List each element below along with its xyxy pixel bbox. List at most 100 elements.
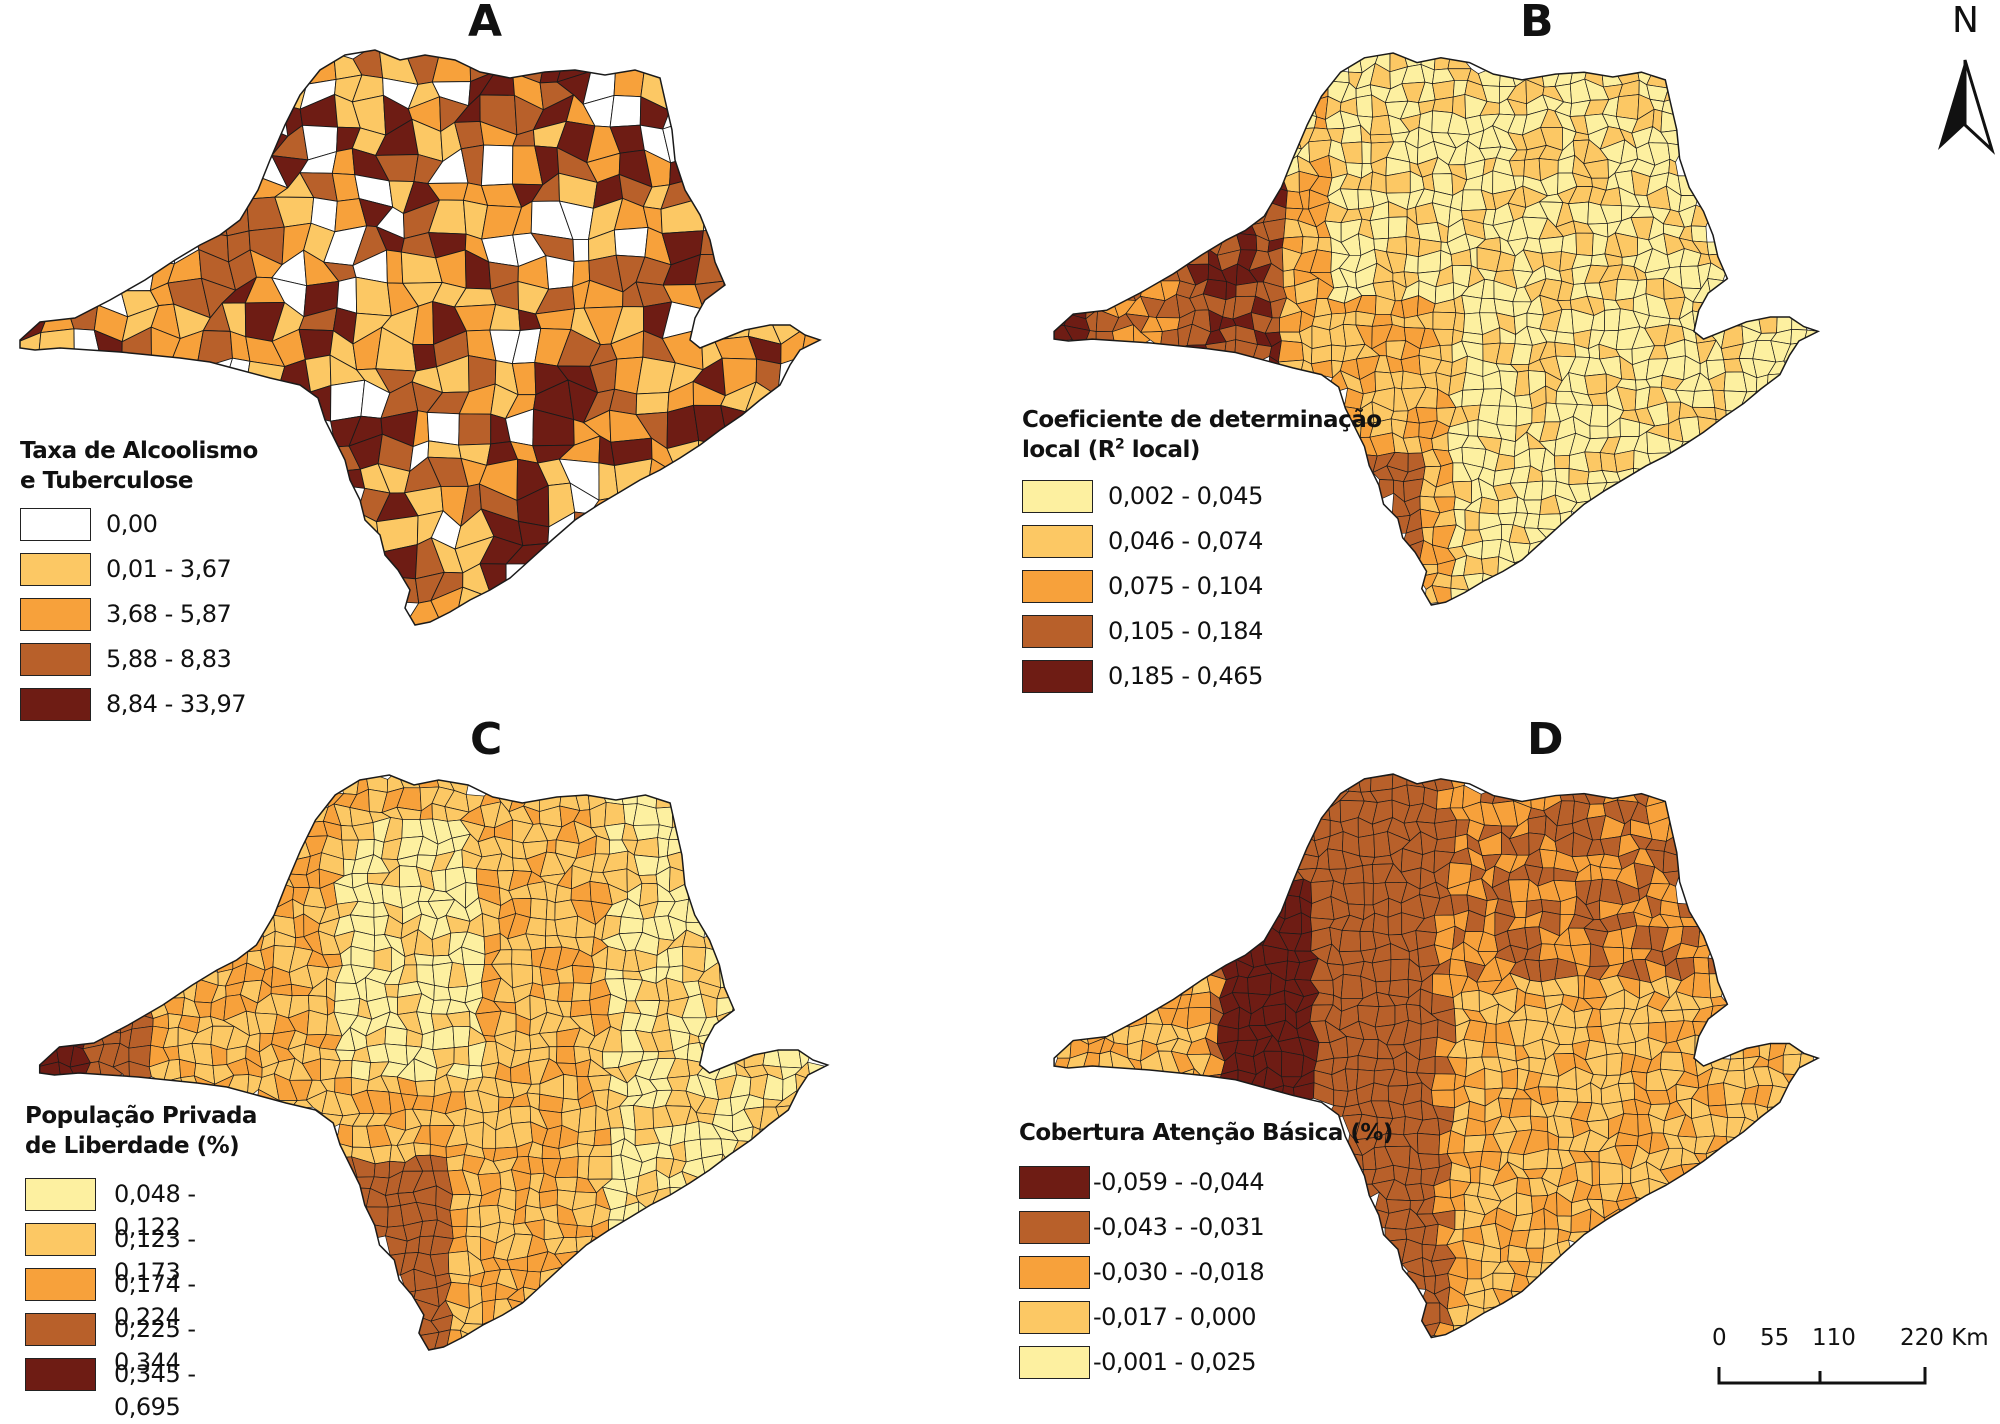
municipality [336,276,358,314]
municipality [128,1025,154,1049]
municipality [1693,434,1717,457]
legend-swatch [25,1223,96,1256]
legend-swatch [1022,615,1093,648]
municipality [1223,216,1237,238]
municipality [1461,294,1483,315]
municipality [638,874,658,885]
municipality [1143,264,1166,282]
scale-bar-graphic [1717,1367,1927,1385]
municipality [1403,254,1419,274]
legend-swatch [20,598,91,631]
legend-swatch [1022,480,1093,513]
municipality [1707,1082,1727,1107]
municipality [1561,232,1577,255]
municipality [453,1045,470,1066]
municipality [575,1225,594,1238]
municipality [1604,308,1621,332]
legend-label: 0,185 - 0,465 [1108,662,1263,690]
municipality [587,1155,613,1180]
legend-label: 0,048 - 0,122 [114,1180,196,1241]
municipality [685,898,707,923]
municipality [720,404,755,450]
municipality [298,328,334,361]
municipality [1479,388,1502,407]
municipality [666,946,684,968]
municipality [635,391,670,416]
state-border [1053,773,1821,1339]
municipality [605,945,627,972]
municipality [1464,509,1480,531]
municipality [330,379,366,422]
municipality [657,1050,676,1060]
scale-label: 110 [1812,1325,1856,1351]
legend-swatch [1019,1346,1090,1379]
municipality [1692,972,1712,999]
municipality [1363,882,1374,906]
municipality [615,50,646,71]
municipality [545,899,556,921]
municipality [1432,311,1457,330]
legend-title: Taxa de Alcoolismo e Tuberculose [20,436,258,496]
municipality [244,360,286,390]
municipality [1388,216,1408,239]
municipality [506,1298,532,1324]
legend-label: 8,84 - 33,97 [106,690,247,718]
municipality [465,1225,482,1238]
legend-swatch [1022,660,1093,693]
municipality [1660,110,1683,133]
municipality [1692,956,1710,975]
municipality [622,1201,640,1229]
municipality [1508,879,1530,903]
legend-item: 0,075 - 0,104 [1022,564,1382,609]
municipality [1434,819,1457,841]
municipality [613,458,653,498]
legend-label: -0,017 - 0,000 [1093,1303,1257,1331]
municipality [1708,973,1728,999]
legend-title-line: População Privada [25,1103,257,1129]
municipality [208,949,234,973]
legend-d: Cobertura Atenção Básica (%) -0,059 - -0… [1019,1118,1393,1385]
municipality [293,913,305,939]
municipality [1575,232,1594,257]
municipality [39,1061,62,1083]
municipality [1584,373,1607,396]
municipality [1144,987,1162,1010]
legend-item: 0,046 - 0,074 [1022,519,1382,564]
municipality [577,1155,590,1180]
municipality [795,1073,815,1096]
municipality [557,982,575,1002]
municipality [1355,310,1376,327]
legend-item: 0,01 - 3,67 [20,547,258,592]
municipality [511,949,533,967]
legend-item: 0,00 [20,502,258,547]
scale-label: 0 [1712,1325,1727,1351]
municipality [1556,1086,1579,1103]
municipality [554,915,579,939]
municipality [1465,1322,1486,1338]
municipality [669,157,705,186]
panel-letter-a: A [468,0,503,47]
municipality [1606,1052,1623,1076]
municipality [1357,1055,1378,1072]
municipality [1177,344,1193,363]
municipality [1467,419,1479,437]
municipality [1370,171,1387,194]
municipality [1054,1035,1072,1059]
scale-label: 55 [1760,1325,1790,1351]
municipality [335,1123,353,1148]
municipality [723,280,752,317]
municipality [696,439,730,473]
municipality [1725,410,1745,422]
municipality [527,1156,545,1175]
legend-title-line: Coeficiente de determinação [1022,407,1382,433]
municipality [1281,1050,1305,1078]
municipality [571,964,595,984]
legend-label: 0,00 [106,510,158,538]
municipality [633,1105,654,1131]
legend-item: 0,048 - 0,122 [25,1172,257,1241]
panel-letter-b: B [1520,0,1554,47]
municipality [1501,1067,1519,1089]
legend-c: População Privada de Liberdade (%) 0,048… [25,1101,257,1421]
municipality [1479,297,1497,314]
municipality [1370,1082,1389,1102]
